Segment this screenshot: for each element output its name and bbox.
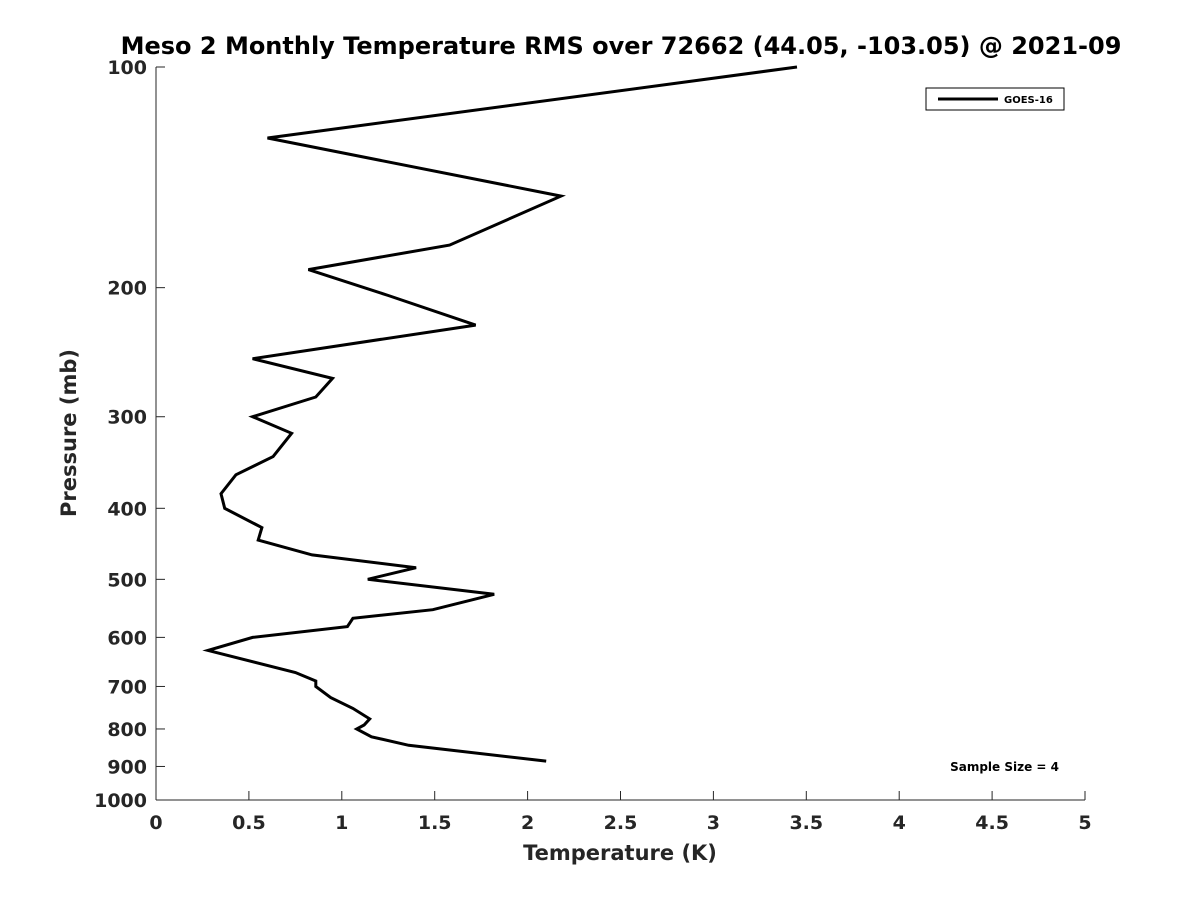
y-tick-label: 900: [107, 756, 147, 778]
y-tick-label: 300: [107, 407, 147, 429]
legend-label: GOES-16: [1004, 95, 1053, 106]
y-tick-label: 100: [107, 57, 147, 79]
sample-size-annotation: Sample Size = 4: [950, 760, 1059, 774]
y-tick-label: 800: [107, 719, 147, 741]
x-tick-label: 4.5: [975, 812, 1009, 834]
series-line-goes-16: [202, 65, 798, 763]
y-tick-label: 200: [107, 278, 147, 300]
x-tick-label: 0: [149, 812, 162, 834]
x-tick-label: 3.5: [789, 812, 823, 834]
x-tick-label: 1.5: [418, 812, 452, 834]
x-tick-label: 5: [1078, 812, 1091, 834]
y-axis-label: Pressure (mb): [57, 349, 81, 517]
x-axis-label: Temperature (K): [523, 841, 717, 865]
x-tick-label: 0.5: [232, 812, 266, 834]
axes: 0 0.5 1 1.5 2 2.5 3 3.5 4 4.5 5 100 200 300 400 500 600 7…: [94, 57, 1092, 834]
plot-area: [156, 67, 1085, 800]
y-tick-label: 600: [107, 627, 147, 649]
x-tick-label: 2: [521, 812, 534, 834]
y-tick-label: 500: [107, 569, 147, 591]
x-tick-label: 3: [707, 812, 720, 834]
x-tick-label: 2.5: [604, 812, 638, 834]
chart-title: Meso 2 Monthly Temperature RMS over 7266…: [121, 32, 1122, 60]
x-tick-label: 4: [893, 812, 906, 834]
y-tick-label: 400: [107, 498, 147, 520]
legend: GOES-16: [925, 87, 1065, 111]
y-tick-label: 700: [107, 676, 147, 698]
series-layer: [202, 65, 798, 763]
y-tick-label: 1000: [94, 790, 147, 812]
x-tick-label: 1: [335, 812, 348, 834]
